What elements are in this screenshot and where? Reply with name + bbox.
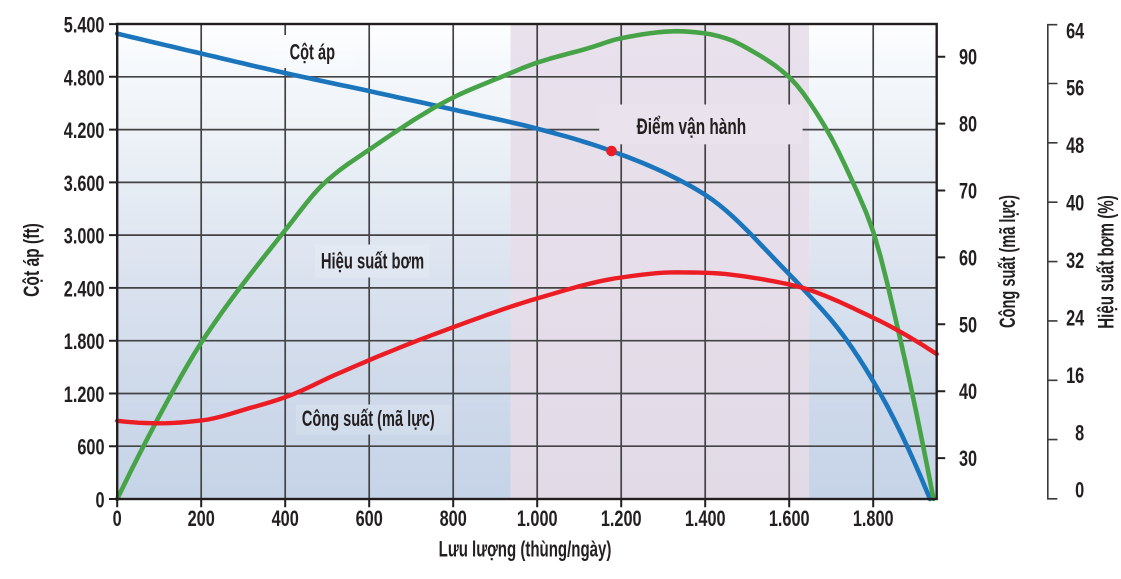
svg-text:90: 90 (959, 45, 977, 70)
svg-text:3.600: 3.600 (64, 172, 105, 197)
svg-text:1.800: 1.800 (853, 507, 894, 532)
svg-text:40: 40 (1066, 191, 1084, 216)
svg-text:70: 70 (959, 179, 977, 204)
svg-text:Lưu lượng (thùng/ngày): Lưu lượng (thùng/ngày) (439, 536, 612, 561)
svg-text:4.800: 4.800 (64, 66, 105, 91)
svg-text:30: 30 (959, 447, 977, 472)
svg-text:Cột áp (ft): Cột áp (ft) (21, 223, 45, 297)
svg-text:Điểm vận hành: Điểm vận hành (637, 115, 747, 139)
svg-text:24: 24 (1066, 306, 1084, 331)
svg-text:3.000: 3.000 (64, 224, 105, 249)
svg-text:60: 60 (959, 246, 977, 271)
svg-text:1.200: 1.200 (64, 383, 105, 408)
svg-text:1.800: 1.800 (64, 330, 105, 355)
svg-text:1.200: 1.200 (601, 507, 642, 532)
svg-text:48: 48 (1066, 134, 1084, 159)
svg-text:64: 64 (1066, 19, 1084, 44)
svg-text:600: 600 (356, 507, 383, 532)
svg-text:0: 0 (95, 488, 104, 513)
svg-text:80: 80 (959, 112, 977, 137)
svg-text:2.400: 2.400 (64, 277, 105, 302)
svg-text:8: 8 (1075, 421, 1084, 446)
svg-text:Công suất (mã lực): Công suất (mã lực) (995, 195, 1020, 328)
svg-text:40: 40 (959, 380, 977, 405)
svg-text:Cột áp: Cột áp (290, 39, 335, 64)
svg-text:200: 200 (188, 507, 215, 532)
svg-text:1.000: 1.000 (517, 507, 558, 532)
svg-text:Hiệu suất bơm (%): Hiệu suất bơm (%) (1095, 195, 1119, 328)
svg-text:Hiệu suất bơm: Hiệu suất bơm (321, 249, 424, 274)
svg-text:50: 50 (959, 313, 977, 338)
svg-text:56: 56 (1066, 76, 1084, 101)
svg-text:1.400: 1.400 (685, 507, 726, 532)
svg-text:4.200: 4.200 (64, 119, 105, 144)
svg-text:Công suất (mã lực): Công suất (mã lực) (302, 406, 435, 431)
svg-text:16: 16 (1066, 364, 1084, 389)
svg-text:0: 0 (1075, 478, 1084, 503)
svg-text:0: 0 (113, 507, 122, 532)
svg-text:600: 600 (77, 435, 104, 460)
svg-text:1.600: 1.600 (769, 507, 810, 532)
svg-text:5.400: 5.400 (64, 13, 105, 38)
svg-text:32: 32 (1066, 249, 1084, 274)
svg-text:800: 800 (440, 507, 467, 532)
svg-text:400: 400 (272, 507, 299, 532)
